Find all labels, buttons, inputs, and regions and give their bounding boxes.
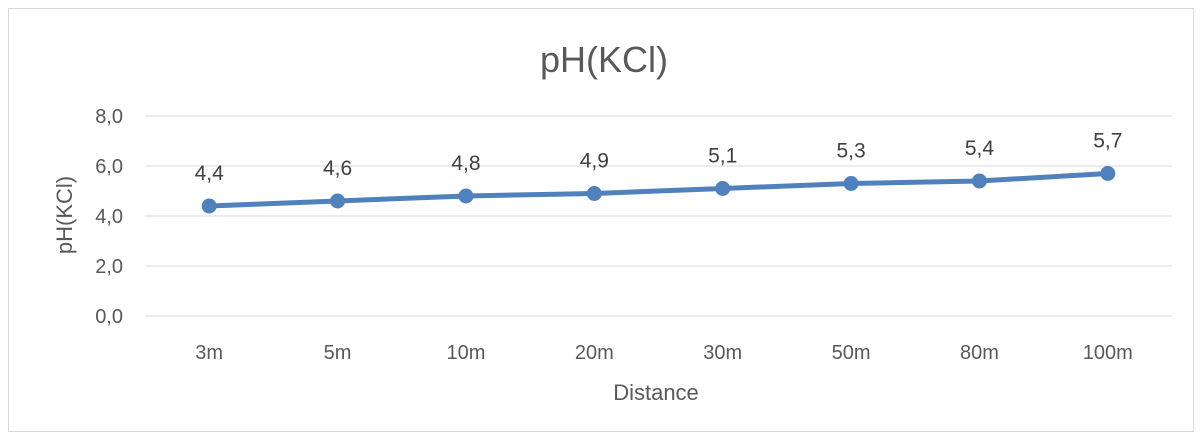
x-tick-label: 50m	[832, 342, 871, 364]
x-tick-label: 3m	[195, 342, 223, 364]
y-tick-label: 0,0	[95, 306, 123, 328]
data-label: 4,8	[451, 152, 480, 175]
x-tick-label: 5m	[324, 342, 352, 364]
x-tick-label: 30m	[703, 342, 742, 364]
y-tick-label: 2,0	[95, 256, 123, 278]
data-point	[971, 173, 987, 189]
data-point	[715, 181, 731, 196]
data-label: 4,4	[195, 162, 225, 185]
data-point	[201, 198, 217, 214]
y-axis-label: pH(KCl)	[52, 176, 77, 254]
series-layer	[201, 166, 1116, 214]
gridlines	[145, 115, 1172, 317]
x-tick-label: 80m	[960, 342, 999, 364]
data-labels: 4,4 4,6 4,8 4,9 5,1 5,3 5,4 5,7	[195, 130, 1123, 186]
chart-title: pH(KCl)	[540, 39, 668, 80]
data-point	[586, 186, 602, 201]
data-label: 4,9	[580, 150, 609, 173]
x-axis-label: Distance	[613, 380, 699, 405]
x-tick-label: 10m	[446, 342, 485, 364]
x-axis-ticks: 3m 5m 10m 20m 30m 50m 80m 100m	[195, 342, 1133, 364]
data-label: 5,3	[836, 140, 865, 163]
data-label: 5,4	[965, 137, 995, 160]
y-axis-ticks: 0,0 2,0 4,0 6,0 8,0	[95, 106, 123, 328]
data-label: 4,6	[323, 157, 352, 180]
x-tick-label: 100m	[1083, 342, 1133, 364]
x-tick-label: 20m	[575, 342, 614, 364]
data-point	[843, 176, 859, 191]
data-point	[458, 188, 474, 204]
data-point	[1100, 166, 1116, 181]
data-point	[330, 193, 346, 209]
chart-frame	[8, 8, 1194, 432]
y-tick-label: 4,0	[95, 206, 123, 228]
y-tick-label: 8,0	[95, 106, 123, 128]
series-line	[206, 171, 1111, 209]
data-label: 5,1	[708, 145, 737, 168]
y-tick-label: 6,0	[95, 156, 123, 178]
data-label: 5,7	[1093, 130, 1122, 153]
